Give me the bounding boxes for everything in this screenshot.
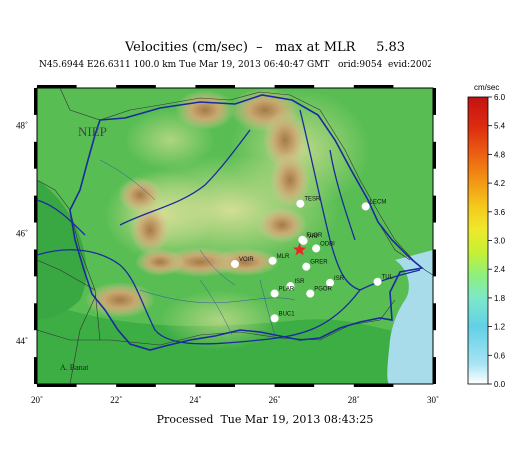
- station-label: TESR: [304, 197, 321, 203]
- station-marker[interactable]: [299, 236, 308, 245]
- station-marker[interactable]: [268, 256, 277, 265]
- rivers: [36, 109, 421, 345]
- station-label: PGOR: [314, 287, 332, 293]
- station-label: TUL: [382, 275, 394, 281]
- station-label: FLOR: [306, 233, 323, 239]
- map-title: Velocities (cm/sec) – max at MLR 5.83: [124, 40, 406, 55]
- region-label: NIEP: [78, 124, 107, 139]
- station-marker[interactable]: [230, 259, 240, 269]
- epicenter-layer: [292, 242, 307, 256]
- station-label: LECM: [370, 199, 387, 205]
- station-marker[interactable]: [306, 289, 315, 298]
- longitude-tick-label: 22˚: [110, 395, 122, 405]
- color-scale-unit: cm/sec: [474, 83, 499, 92]
- latitude-tick-labels: 48˚ 46˚ 44˚: [16, 121, 28, 346]
- longitude-tick-label: 28˚: [348, 395, 360, 405]
- color-scale: cm/sec 6.0 5.4 4.8 4.2 3.6 3.0 2.4 1.8 1.2 0.6 0.0: [467, 83, 506, 389]
- station-label: VOIR: [239, 257, 254, 263]
- station-label: PLAR: [279, 287, 295, 293]
- event-info: N45.6944 E26.6311 100.0 km Tue Mar 19, 2…: [39, 60, 431, 70]
- color-scale-label: 3.0: [494, 237, 506, 246]
- color-scale-label: 6.0: [494, 93, 506, 102]
- station-marker[interactable]: [270, 289, 279, 298]
- color-scale-label: 4.8: [494, 150, 506, 159]
- station-label: ISR: [334, 276, 345, 282]
- longitude-tick-labels: 20˚ 22˚ 24˚ 26˚ 28˚ 30˚: [31, 395, 439, 405]
- epicenter-star-icon: [292, 242, 307, 256]
- map-frame: [34, 85, 436, 387]
- place-label: A. Banat: [60, 363, 89, 372]
- processed-timestamp: Processed Tue Mar 19, 2013 08:43:25: [156, 413, 374, 426]
- longitude-tick-label: 24˚: [189, 395, 201, 405]
- color-scale-label: 4.2: [494, 179, 506, 188]
- color-scale-label: 1.8: [494, 294, 506, 303]
- latitude-tick-label: 46˚: [16, 228, 28, 238]
- station-marker[interactable]: [270, 314, 279, 323]
- station-label: GRER: [310, 260, 328, 266]
- tributaries: [99, 159, 296, 336]
- station-marker[interactable]: [286, 282, 295, 291]
- station-marker[interactable]: [361, 202, 370, 211]
- station-marker[interactable]: [296, 199, 305, 208]
- longitude-tick-label: 26˚: [269, 395, 281, 405]
- station-marker[interactable]: [325, 278, 335, 287]
- station-label: ODBI: [320, 241, 335, 247]
- station-label: VRI: [308, 234, 318, 240]
- station-label: ISR: [294, 279, 305, 285]
- color-scale-label: 1.2: [494, 323, 506, 332]
- color-scale-label: 2.4: [494, 265, 506, 274]
- station-label: MLR: [277, 254, 290, 260]
- color-scale-label: 3.6: [494, 208, 506, 217]
- country-borders: [37, 88, 433, 384]
- latitude-tick-label: 48˚: [16, 121, 28, 131]
- longitude-tick-label: 30˚: [427, 395, 439, 405]
- station-label: BUC1: [279, 311, 296, 317]
- color-scale-label: 0.6: [494, 351, 506, 360]
- latitude-tick-label: 44˚: [16, 336, 28, 346]
- longitude-tick-label: 20˚: [31, 395, 43, 405]
- station-marker[interactable]: [373, 277, 382, 286]
- color-scale-bar: [467, 96, 489, 385]
- color-scale-label: 0.0: [494, 380, 506, 389]
- station-marker[interactable]: [312, 244, 321, 253]
- color-scale-label: 5.4: [494, 122, 506, 131]
- station-marker[interactable]: [302, 262, 311, 271]
- romania-border: [69, 94, 424, 351]
- terrain-layer: [37, 88, 433, 384]
